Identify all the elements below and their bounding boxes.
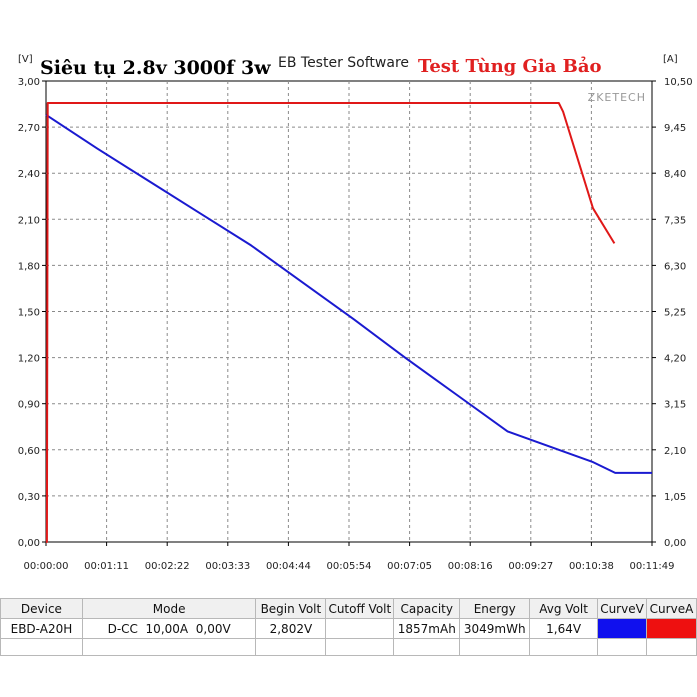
y-right-tick-label: 10,50 xyxy=(664,77,693,88)
x-tick-label: 00:11:49 xyxy=(630,561,675,572)
header-curve-v: CurveV xyxy=(597,598,647,619)
current-series-line xyxy=(45,102,616,543)
cell-begin-volt: 2,802V xyxy=(255,618,327,639)
curve-a-swatch[interactable] xyxy=(645,618,697,639)
x-tick-label: 00:05:54 xyxy=(327,561,372,572)
y-right-tick-label: 8,40 xyxy=(664,169,686,180)
empty-cell xyxy=(325,638,395,656)
y-right-tick-label: 3,15 xyxy=(664,400,686,411)
header-cutoff-volt: Cutoff Volt xyxy=(325,598,395,619)
empty-cell xyxy=(0,638,83,656)
empty-cell xyxy=(597,638,647,656)
y-left-tick-label: 2,10 xyxy=(18,215,40,226)
software-label: EB Tester Software xyxy=(278,55,409,71)
x-tick-label: 00:03:33 xyxy=(205,561,250,572)
header-avg-volt: Avg Volt xyxy=(529,598,599,619)
header-curve-a: CurveA xyxy=(645,598,697,619)
y-right-tick-label: 9,45 xyxy=(664,123,686,134)
y-left-tick-label: 3,00 xyxy=(18,77,40,88)
x-tick-label: 00:08:16 xyxy=(448,561,493,572)
cell-device: EBD-A20H xyxy=(0,618,83,639)
y-left-tick-label: 1,20 xyxy=(18,354,40,365)
voltage-series-line xyxy=(45,113,652,474)
y-right-tick-label: 6,30 xyxy=(664,261,686,272)
empty-cell xyxy=(459,638,531,656)
cell-capacity: 1857mAh xyxy=(393,618,461,639)
y-right-tick-label: 2,10 xyxy=(664,446,686,457)
right-axis-unit: [A] xyxy=(663,54,678,65)
y-left-tick-label: 1,80 xyxy=(18,261,40,272)
empty-cell xyxy=(529,638,599,656)
y-left-tick-label: 1,50 xyxy=(18,308,40,319)
empty-cell xyxy=(255,638,327,656)
x-tick-label: 00:10:38 xyxy=(569,561,614,572)
empty-cell xyxy=(81,638,257,656)
y-right-tick-label: 5,25 xyxy=(664,308,686,319)
y-right-tick-label: 4,20 xyxy=(664,354,686,365)
chart-annotation: Test Tùng Gia Bảo xyxy=(418,55,602,77)
table-empty-row xyxy=(0,638,697,656)
y-right-tick-label: 7,35 xyxy=(664,215,686,226)
x-tick-label: 00:00:00 xyxy=(24,561,69,572)
chart-title: Siêu tụ 2.8v 3000f 3w xyxy=(40,57,271,79)
header-device: Device xyxy=(0,598,83,619)
discharge-chart: [V] [A] Siêu tụ 2.8v 3000f 3w EB Tester … xyxy=(18,54,693,572)
x-tick-label: 00:04:44 xyxy=(266,561,311,572)
header-capacity: Capacity xyxy=(393,598,461,619)
curve-v-swatch[interactable] xyxy=(597,618,647,639)
cell-mode: D-CC 10,00A 0,00V xyxy=(81,618,257,639)
y-right-tick-label: 1,05 xyxy=(664,492,686,503)
cell-energy: 3049mWh xyxy=(459,618,531,639)
empty-cell xyxy=(645,638,697,656)
header-begin-volt: Begin Volt xyxy=(255,598,327,619)
y-left-tick-label: 2,40 xyxy=(18,169,40,180)
watermark-text: ZKETECH xyxy=(588,91,646,104)
x-tick-label: 00:02:22 xyxy=(145,561,190,572)
chart-canvas: [V] [A] Siêu tụ 2.8v 3000f 3w EB Tester … xyxy=(18,54,693,572)
y-left-tick-label: 0,00 xyxy=(18,538,40,549)
y-left-tick-label: 0,30 xyxy=(18,492,40,503)
y-left-tick-label: 2,70 xyxy=(18,123,40,134)
x-tick-label: 00:01:11 xyxy=(84,561,129,572)
empty-cell xyxy=(393,638,461,656)
header-mode: Mode xyxy=(81,598,257,619)
y-left-tick-label: 0,90 xyxy=(18,400,40,411)
cell-cutoff-volt xyxy=(325,618,395,639)
cell-avg-volt: 1,64V xyxy=(529,618,599,639)
y-left-tick-label: 0,60 xyxy=(18,446,40,457)
results-table: Device Mode Begin Volt Cutoff Volt Capac… xyxy=(0,598,697,656)
table-row[interactable]: EBD-A20H D-CC 10,00A 0,00V 2,802V 1857mA… xyxy=(0,618,697,639)
table-header-row: Device Mode Begin Volt Cutoff Volt Capac… xyxy=(0,598,697,619)
y-right-tick-label: 0,00 xyxy=(664,538,686,549)
left-axis-unit: [V] xyxy=(18,54,33,65)
x-tick-label: 00:09:27 xyxy=(508,561,553,572)
x-tick-label: 00:07:05 xyxy=(387,561,432,572)
header-energy: Energy xyxy=(459,598,531,619)
